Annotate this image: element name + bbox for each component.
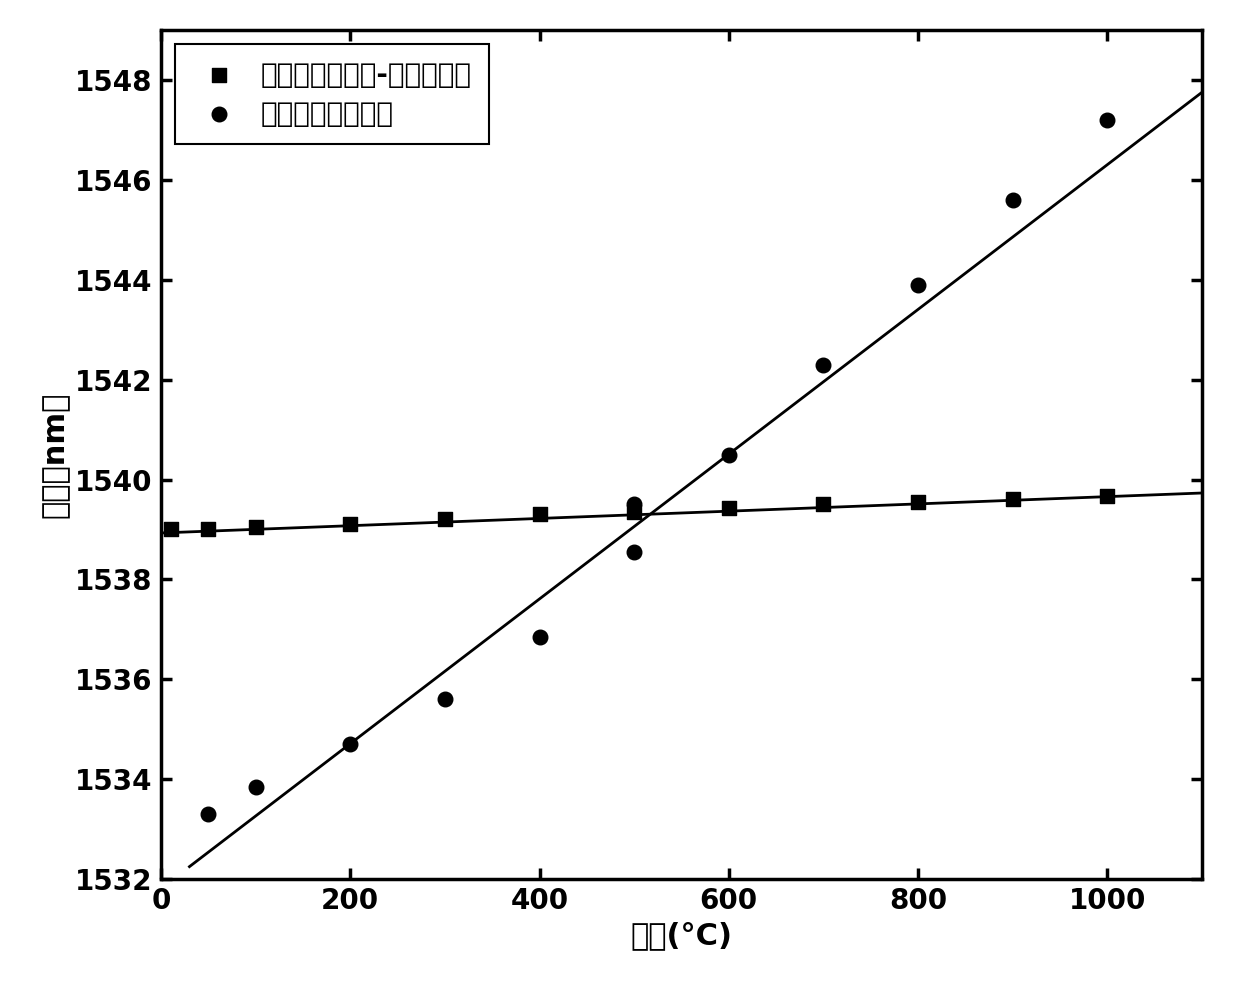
传感器中光栅部分	[719, 447, 738, 463]
传感器中法布里-珀罗腔部分	[814, 497, 834, 512]
传感器中光栅部分	[1098, 112, 1118, 128]
传感器中法布里-珀罗腔部分	[435, 511, 455, 527]
传感器中法布里-珀罗腔部分	[245, 519, 265, 535]
传感器中光栅部分	[624, 497, 644, 512]
传感器中法布里-珀罗腔部分	[341, 516, 361, 532]
传感器中光栅部分	[624, 543, 644, 559]
传感器中光栅部分	[435, 691, 455, 707]
传感器中法布里-珀罗腔部分	[719, 500, 738, 516]
传感器中法布里-珀罗腔部分	[1002, 491, 1022, 506]
Y-axis label: 波长（nm）: 波长（nm）	[41, 392, 69, 517]
传感器中光栅部分	[341, 736, 361, 752]
传感器中法布里-珀罗腔部分	[624, 504, 644, 520]
传感器中光栅部分	[198, 806, 218, 822]
传感器中光栅部分	[529, 629, 549, 645]
传感器中光栅部分	[814, 357, 834, 373]
传感器中法布里-珀罗腔部分	[529, 506, 549, 522]
传感器中法布里-珀罗腔部分	[198, 521, 218, 537]
传感器中法布里-珀罗腔部分	[908, 494, 928, 509]
传感器中法布里-珀罗腔部分	[161, 521, 181, 537]
传感器中光栅部分	[245, 778, 265, 794]
传感器中法布里-珀罗腔部分	[1098, 488, 1118, 503]
Legend: 传感器中法布里-珀罗腔部分, 传感器中光栅部分: 传感器中法布里-珀罗腔部分, 传感器中光栅部分	[175, 44, 488, 144]
传感器中光栅部分	[908, 277, 928, 293]
传感器中光栅部分	[1002, 192, 1022, 208]
X-axis label: 温度(°C): 温度(°C)	[631, 921, 732, 950]
